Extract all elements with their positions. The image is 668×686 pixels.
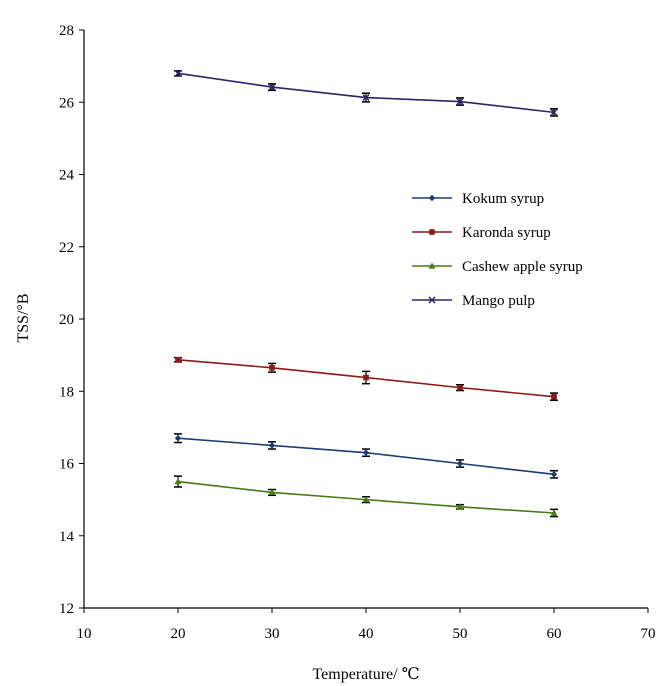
legend-item: Kokum syrup (412, 191, 544, 207)
y-tick-label: 22 (59, 240, 74, 256)
legend-item: Karonda syrup (412, 225, 551, 241)
data-point (268, 83, 276, 91)
x-axis-title: Temperature/ ℃ (313, 666, 420, 683)
data-point (174, 69, 182, 77)
legend-label: Karonda syrup (462, 225, 551, 241)
y-tick-label: 26 (59, 95, 75, 111)
y-axis-title: TSS/°B (15, 293, 32, 342)
marker-stroke (550, 108, 558, 116)
x-tick-label: 70 (641, 626, 656, 642)
data-point (268, 442, 276, 449)
legend-item: Mango pulp (412, 293, 535, 309)
y-tick-label: 14 (59, 529, 75, 545)
legend: Kokum syrup Karonda syrup Cashew apple syr… (412, 191, 583, 309)
legend-marker (428, 262, 436, 269)
data-point (457, 384, 463, 391)
legend-marker (429, 229, 435, 235)
y-tick-label: 24 (59, 168, 75, 184)
data-point (362, 94, 370, 102)
data-point (269, 364, 275, 371)
series-kokum-syrup (174, 433, 558, 479)
legend-label: Cashew apple syrup (462, 259, 583, 275)
x-tick-label: 60 (547, 626, 562, 642)
marker-stroke (174, 69, 182, 77)
axes: 12 14 16 18 20 22 24 26 28 10 20 30 40 50 60 70 (59, 23, 656, 642)
series-layer (174, 69, 558, 518)
data-point (550, 509, 558, 516)
data-point (456, 98, 464, 106)
data-point (174, 435, 182, 442)
data-point (175, 357, 181, 363)
data-point (456, 460, 464, 467)
data-point (550, 471, 558, 478)
marker-stroke (456, 98, 464, 106)
x-tick-label: 30 (265, 626, 280, 642)
legend-label: Kokum syrup (462, 191, 544, 207)
marker-stroke (268, 83, 276, 91)
marker-stroke (362, 94, 370, 102)
series-cashew-apple-syrup (174, 475, 558, 518)
data-point (363, 374, 369, 381)
x-tick-label: 50 (453, 626, 468, 642)
y-tick-label: 16 (59, 457, 75, 473)
legend-item: Cashew apple syrup (412, 259, 583, 275)
legend-marker (428, 194, 436, 202)
x-tick-label: 20 (171, 626, 186, 642)
y-tick-label: 12 (59, 601, 74, 617)
x-tick-label: 40 (359, 626, 374, 642)
series-mango-pulp (174, 69, 558, 117)
data-point (550, 108, 558, 116)
data-point (551, 393, 557, 400)
data-point (174, 477, 182, 485)
data-point (268, 488, 276, 495)
data-point (456, 503, 464, 510)
y-tick-label: 20 (59, 312, 74, 328)
marker-stroke (428, 296, 436, 304)
y-tick-label: 28 (59, 23, 74, 39)
legend-marker (428, 296, 436, 304)
data-point (362, 449, 370, 456)
x-tick-label: 10 (77, 626, 92, 642)
legend-label: Mango pulp (462, 293, 535, 309)
series-karonda-syrup (174, 356, 558, 402)
y-tick-label: 18 (59, 384, 74, 400)
data-point (362, 496, 370, 503)
